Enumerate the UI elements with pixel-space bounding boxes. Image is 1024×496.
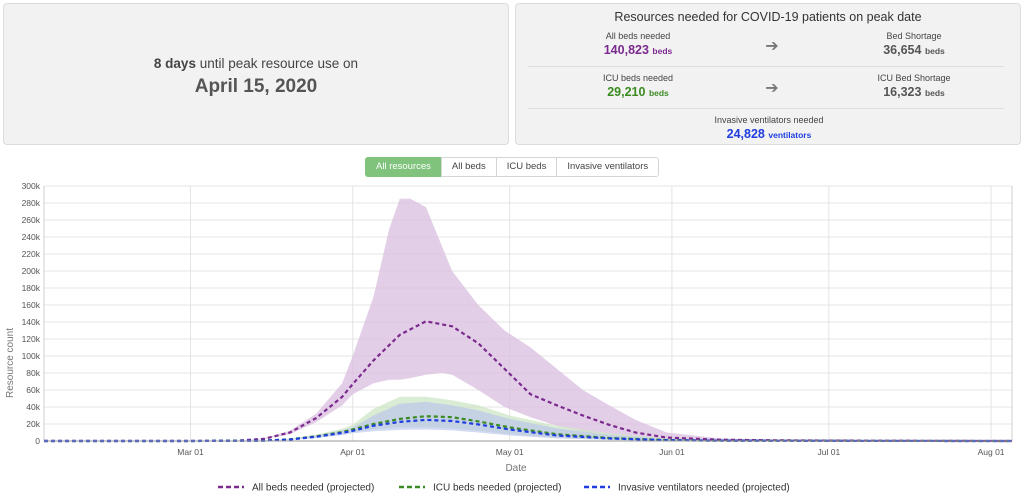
y-axis-title: Resource count	[5, 328, 16, 398]
icu-beds-unit: beds	[648, 88, 669, 98]
x-tick-label: Jul 01	[818, 447, 841, 457]
resource-chart: 0 20k 40k 60k 80k 100k 120k 140k 160k 180k 200k 220…	[5, 181, 1013, 494]
days-until-peak: 8 days	[153, 56, 196, 71]
x-tick-label: Aug 01	[978, 447, 1005, 457]
y-tick-label: 80k	[26, 368, 40, 378]
ventilators-unit: ventilators	[768, 130, 812, 140]
x-tick-label: May 01	[496, 447, 524, 457]
y-tick-label: 280k	[22, 198, 41, 208]
all-beds-needed-label: All beds needed	[605, 31, 671, 41]
peak-countdown-text: until peak resource use on	[195, 56, 359, 71]
all-beds-needed-stat: All beds needed 140,823 beds	[568, 31, 708, 57]
ventilators-needed-stat: Invasive ventilators needed 24,828 venti…	[699, 115, 839, 141]
icu-beds-needed-stat: ICU beds needed 29,210 beds	[568, 73, 708, 99]
legend-all-beds-label: All beds needed (projected)	[252, 483, 374, 494]
resources-card: Resources needed for COVID-19 patients o…	[515, 3, 1021, 145]
bed-shortage-unit: beds	[924, 46, 945, 56]
y-tick-label: 260k	[22, 215, 41, 225]
y-tick-label: 140k	[22, 317, 41, 327]
divider	[528, 66, 1004, 67]
bed-shortage-label: Bed Shortage	[886, 31, 942, 41]
icu-beds-number: 29,210	[607, 85, 646, 99]
y-tick-label: 0	[35, 436, 40, 446]
y-tick-label: 120k	[22, 334, 41, 344]
y-tick-label: 240k	[22, 232, 41, 242]
filter-all-beds[interactable]: All beds	[440, 157, 497, 177]
divider	[528, 108, 1004, 109]
y-tick-label: 20k	[26, 419, 40, 429]
all-beds-line	[44, 320, 1013, 443]
peak-date: April 15, 2020	[194, 76, 318, 97]
y-tick-label: 200k	[22, 266, 41, 276]
y-tick-label: 180k	[22, 283, 41, 293]
icu-shortage-unit: beds	[924, 88, 945, 98]
legend-icu-beds-label: ICU beds needed (projected)	[433, 483, 561, 494]
x-tick-label: Mar 01	[177, 447, 204, 457]
ventilators-number: 24,828	[726, 127, 765, 141]
chart-legend: All beds needed (projected) ICU beds need…	[218, 483, 790, 494]
y-tick-label: 300k	[22, 181, 41, 191]
icu-shortage-number: 16,323	[883, 85, 922, 99]
series-lines	[44, 320, 1013, 443]
all-beds-needed-value: 140,823 beds	[568, 43, 708, 57]
x-tick-label: Jun 01	[659, 447, 685, 457]
icu-shortage-value: 16,323 beds	[844, 85, 984, 99]
icu-beds-needed-value: 29,210 beds	[568, 85, 708, 99]
y-tick-label: 220k	[22, 249, 41, 259]
all-beds-uncertainty-band	[44, 198, 1012, 441]
x-axis-title: Date	[505, 463, 527, 474]
filter-icu-beds[interactable]: ICU beds	[495, 157, 558, 177]
y-tick-label: 60k	[26, 385, 40, 395]
chart-axes: 0 20k 40k 60k 80k 100k 120k 140k 160k 180k 200k 220…	[22, 181, 1012, 457]
legend-ventilators-label: Invasive ventilators needed (projected)	[618, 483, 790, 494]
peak-countdown: 8 days until peak resource use on	[4, 56, 508, 71]
resources-title: Resources needed for COVID-19 patients o…	[614, 10, 922, 24]
arrow-right-icon: ➔	[765, 38, 779, 55]
icu-beds-needed-label: ICU beds needed	[602, 73, 674, 83]
uncertainty-bands	[44, 198, 1012, 441]
all-beds-number: 140,823	[603, 43, 649, 57]
filter-invasive-ventilators[interactable]: Invasive ventilators	[556, 157, 660, 177]
x-tick-label: Apr 01	[340, 447, 365, 457]
icu-shortage-stat: ICU Bed Shortage 16,323 beds	[844, 73, 984, 99]
y-tick-label: 160k	[22, 300, 41, 310]
icu-shortage-label: ICU Bed Shortage	[877, 73, 951, 83]
resource-filter-group: All resources All beds ICU beds Invasive…	[365, 157, 660, 177]
ventilators-uncertainty-band	[44, 401, 1012, 441]
ventilators-needed-label: Invasive ventilators needed	[714, 115, 824, 125]
bed-shortage-stat: Bed Shortage 36,654 beds	[844, 31, 984, 57]
y-tick-label: 100k	[22, 351, 41, 361]
ventilators-needed-value: 24,828 ventilators	[699, 127, 839, 141]
peak-date-card: 8 days until peak resource use on April …	[3, 3, 509, 145]
filter-all-resources[interactable]: All resources	[365, 157, 442, 177]
ventilators-line	[44, 418, 1013, 443]
all-beds-unit: beds	[652, 46, 673, 56]
arrow-right-icon: ➔	[765, 80, 779, 97]
bed-shortage-number: 36,654	[883, 43, 922, 57]
y-tick-label: 40k	[26, 402, 40, 412]
bed-shortage-value: 36,654 beds	[844, 43, 984, 57]
